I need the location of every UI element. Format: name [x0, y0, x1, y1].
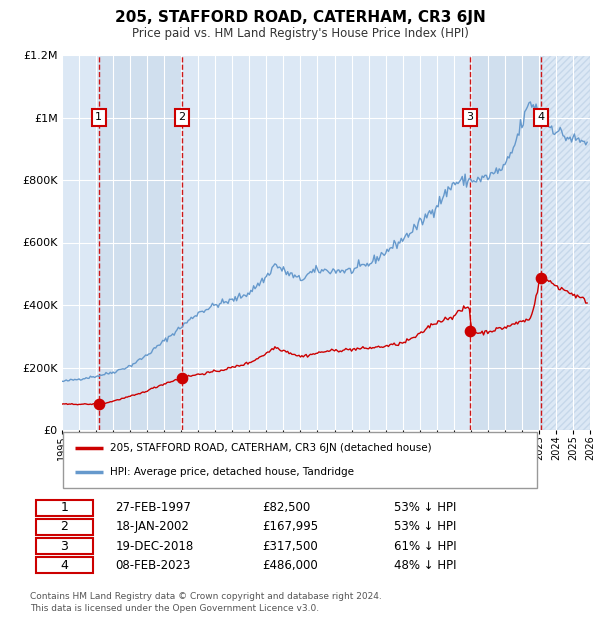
Text: 19-DEC-2018: 19-DEC-2018 [116, 539, 194, 552]
Text: £167,995: £167,995 [262, 520, 318, 533]
Text: £486,000: £486,000 [262, 559, 317, 572]
Point [536, 273, 545, 283]
Text: Contains HM Land Registry data © Crown copyright and database right 2024.: Contains HM Land Registry data © Crown c… [30, 592, 382, 601]
Text: 3: 3 [467, 112, 473, 123]
Text: 53% ↓ HPI: 53% ↓ HPI [394, 520, 457, 533]
Text: 4: 4 [537, 112, 544, 123]
FancyBboxPatch shape [35, 538, 94, 554]
Point [177, 373, 187, 383]
Point [466, 326, 475, 336]
Text: 61% ↓ HPI: 61% ↓ HPI [394, 539, 457, 552]
Text: £82,500: £82,500 [262, 501, 310, 514]
Text: HPI: Average price, detached house, Tandridge: HPI: Average price, detached house, Tand… [110, 467, 355, 477]
Text: 27-FEB-1997: 27-FEB-1997 [116, 501, 191, 514]
Text: 4: 4 [61, 559, 68, 572]
Text: 2: 2 [178, 112, 185, 123]
Text: 53% ↓ HPI: 53% ↓ HPI [394, 501, 457, 514]
Bar [470, 55, 541, 430]
Text: 1: 1 [95, 112, 102, 123]
FancyBboxPatch shape [35, 557, 94, 574]
FancyBboxPatch shape [35, 519, 94, 535]
Text: 3: 3 [61, 539, 68, 552]
FancyBboxPatch shape [35, 500, 94, 516]
Text: 08-FEB-2023: 08-FEB-2023 [116, 559, 191, 572]
FancyBboxPatch shape [63, 432, 537, 488]
Text: 205, STAFFORD ROAD, CATERHAM, CR3 6JN: 205, STAFFORD ROAD, CATERHAM, CR3 6JN [115, 10, 485, 25]
Text: Price paid vs. HM Land Registry's House Price Index (HPI): Price paid vs. HM Land Registry's House … [131, 27, 469, 40]
Bar [541, 55, 590, 430]
Text: 2: 2 [61, 520, 68, 533]
Bar [99, 55, 182, 430]
Bar [62, 55, 99, 430]
Text: £317,500: £317,500 [262, 539, 317, 552]
Text: 1: 1 [61, 501, 68, 514]
Text: 205, STAFFORD ROAD, CATERHAM, CR3 6JN (detached house): 205, STAFFORD ROAD, CATERHAM, CR3 6JN (d… [110, 443, 432, 453]
Point [94, 399, 104, 409]
Text: 18-JAN-2002: 18-JAN-2002 [116, 520, 190, 533]
Text: This data is licensed under the Open Government Licence v3.0.: This data is licensed under the Open Gov… [30, 604, 319, 613]
Text: 48% ↓ HPI: 48% ↓ HPI [394, 559, 457, 572]
Bar [541, 55, 590, 430]
Bar [182, 55, 470, 430]
